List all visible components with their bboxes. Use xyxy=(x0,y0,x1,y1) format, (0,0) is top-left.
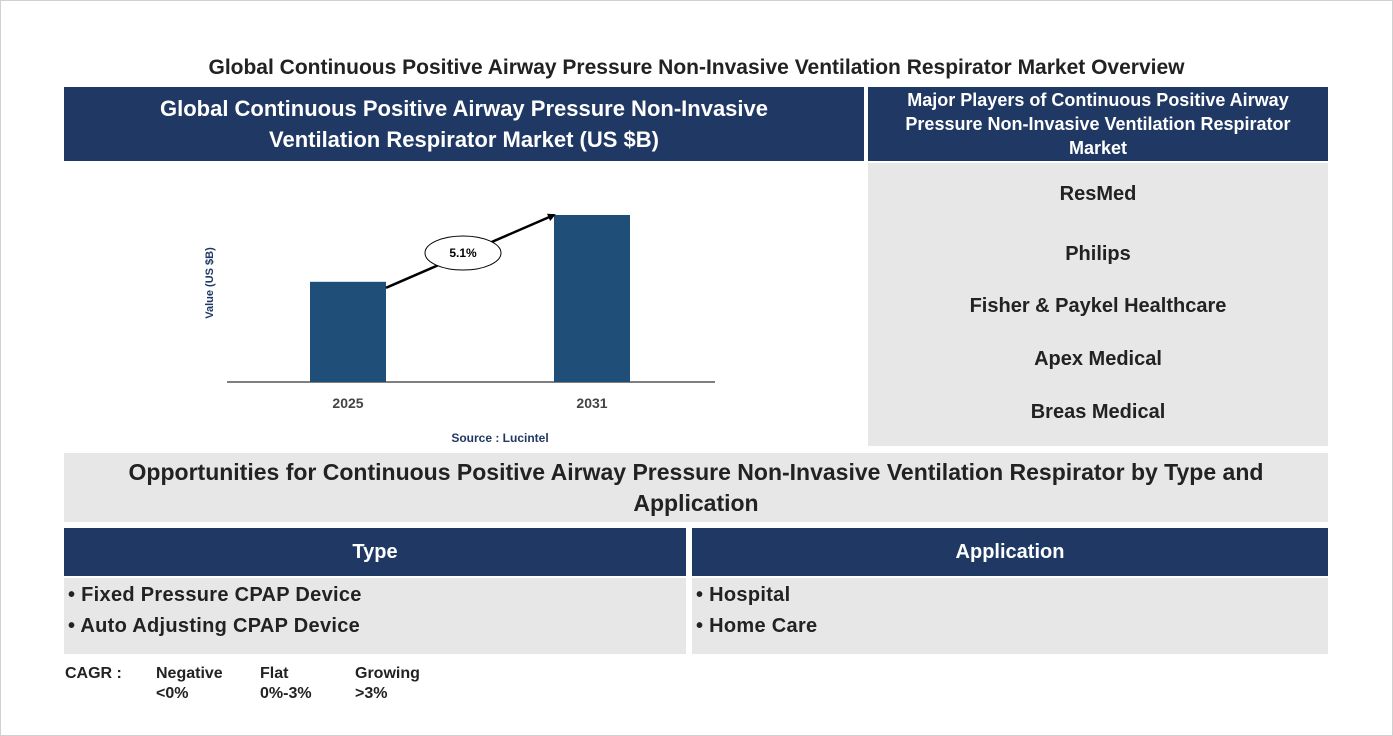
opportunity-item: • Auto Adjusting CPAP Device xyxy=(68,615,361,637)
chart: Value (US $B) Source : Lucintel 2025 2031… xyxy=(204,213,715,445)
cagr-label: 5.1% xyxy=(449,246,477,260)
player: Breas Medical xyxy=(1030,401,1166,423)
player: Apex Medical xyxy=(1034,348,1162,370)
legend-label: CAGR : xyxy=(65,665,122,682)
legend-name: Negative xyxy=(156,665,223,682)
cagr-bubble xyxy=(424,235,502,271)
player: Fisher & Paykel Healthcare xyxy=(969,295,1227,317)
x-tick-label: 2031 xyxy=(576,395,607,411)
source: Source : Lucintel xyxy=(451,431,548,445)
opportunity-item: • Home Care xyxy=(696,615,818,637)
column-body: • Fixed Pressure CPAP Device • Auto Adjus… xyxy=(64,578,686,654)
x-tick-label: 2025 xyxy=(332,395,363,411)
opportunity-item: • Hospital xyxy=(696,584,791,606)
opportunities-title: Opportunities for Continuous Positive Ai… xyxy=(64,453,1328,522)
y-axis-label: Value (US $B) xyxy=(204,247,216,319)
player: Philips xyxy=(1065,243,1131,265)
legend-name: Growing xyxy=(355,665,420,682)
bar xyxy=(310,281,386,382)
column-body: • Hospital • Home Care xyxy=(692,578,1328,654)
legend-range: 0%-3% xyxy=(260,685,312,702)
column-header: Type xyxy=(64,528,686,576)
opportunity-item: • Fixed Pressure CPAP Device xyxy=(68,584,362,606)
chart-header: Global Continuous Positive Airway Pressu… xyxy=(64,87,864,161)
main-title: Global Continuous Positive Airway Pressu… xyxy=(208,56,1185,79)
players-header: Major Players of Continuous Positive Air… xyxy=(868,87,1328,161)
column-header: Application xyxy=(692,528,1328,576)
legend-range: >3% xyxy=(355,685,388,702)
legend-range: <0% xyxy=(156,685,189,702)
bar xyxy=(554,215,630,382)
legend-name: Flat xyxy=(260,665,289,682)
players-panel: ResMed Philips Fisher & Paykel Healthcare A… xyxy=(868,163,1328,446)
player: ResMed xyxy=(1059,183,1137,205)
